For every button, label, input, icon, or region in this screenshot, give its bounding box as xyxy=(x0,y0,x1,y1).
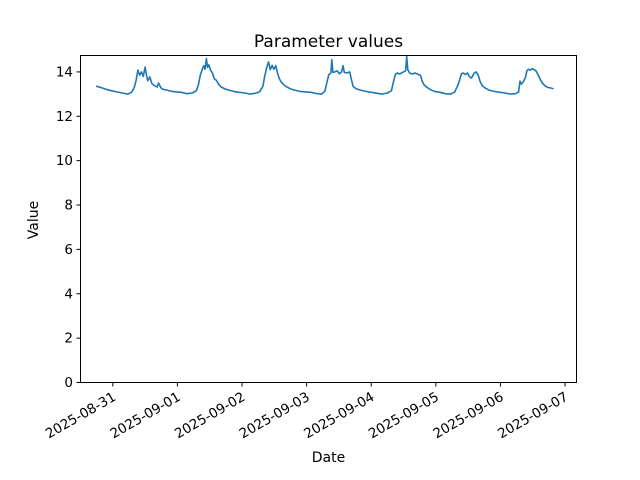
y-tick-label: 2 xyxy=(64,331,73,347)
x-tick-label: 2025-09-02 xyxy=(172,389,248,442)
y-axis-label: Value xyxy=(26,201,42,239)
plot-border xyxy=(80,55,577,383)
y-tick-label: 6 xyxy=(64,242,73,258)
x-tick-label: 2025-09-01 xyxy=(107,389,183,442)
chart-title: Parameter values xyxy=(254,32,403,52)
y-tick-label: 4 xyxy=(64,286,73,302)
x-tick-label: 2025-09-04 xyxy=(301,389,377,442)
y-tick-label: 0 xyxy=(64,375,73,391)
y-tick-label: 10 xyxy=(56,153,73,169)
data-line-series xyxy=(95,55,554,95)
y-tick-label: 8 xyxy=(64,198,73,214)
x-tick-label: 2025-09-03 xyxy=(237,389,313,442)
y-tick-label: 12 xyxy=(56,109,73,125)
x-tick-label: 2025-09-07 xyxy=(495,389,571,442)
x-axis-label: Date xyxy=(312,450,345,466)
x-tick-label: 2025-08-31 xyxy=(43,389,119,442)
x-tick-label: 2025-09-05 xyxy=(366,389,442,442)
plot-area: 024681012142025-08-312025-09-012025-09-0… xyxy=(43,55,577,442)
y-tick-label: 14 xyxy=(56,64,73,80)
x-tick-label: 2025-09-06 xyxy=(430,389,506,442)
